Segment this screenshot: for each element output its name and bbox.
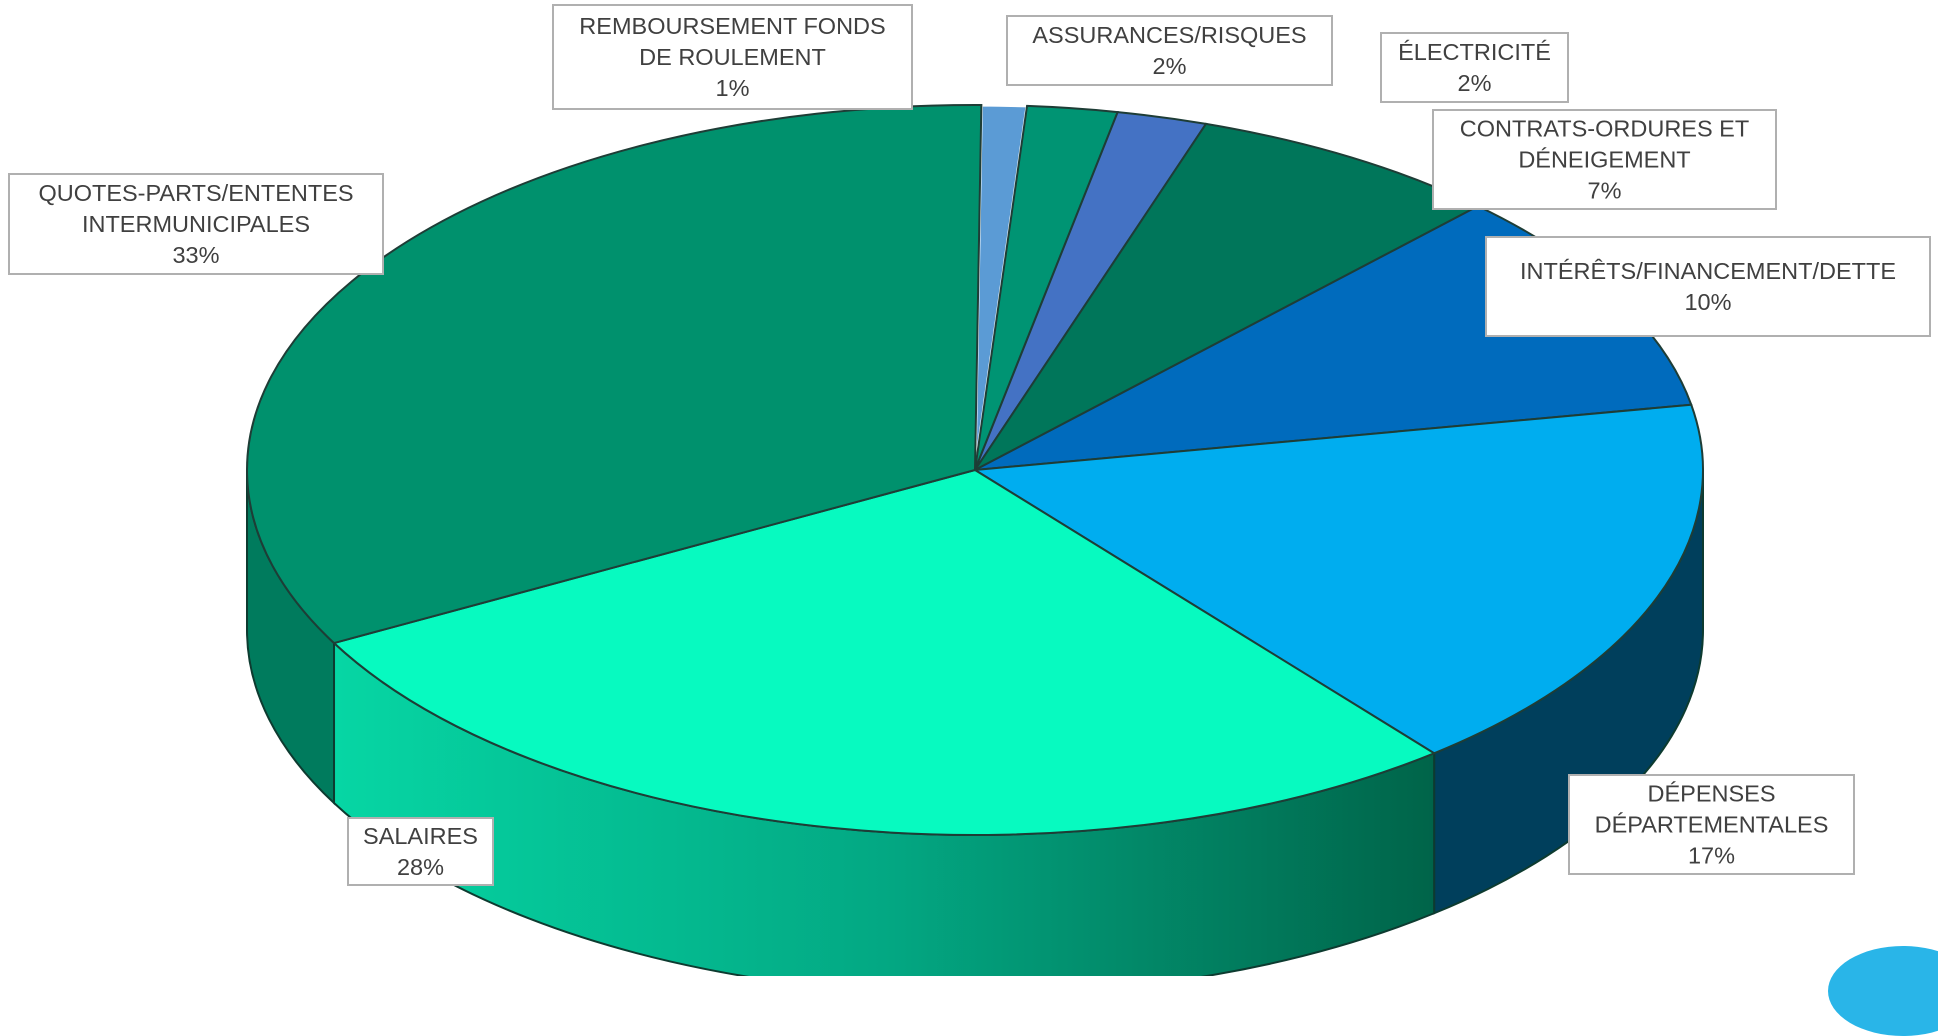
data-label-category: ÉLECTRICITÉ — [1398, 39, 1551, 65]
pie-slice-d-penses-d-partementales — [971, 403, 1704, 755]
data-label-category: DÉPENSES — [1648, 781, 1776, 807]
data-label-category: SALAIRES — [363, 823, 478, 849]
data-label-int-r-ts-financement-dette: INTÉRÊTS/FINANCEMENT/DETTE 10% — [1485, 236, 1931, 337]
data-label-box — [1568, 774, 1855, 875]
data-label-percent: 28% — [397, 854, 444, 880]
data-label-category: INTÉRÊTS/FINANCEMENT/DETTE — [1520, 258, 1896, 284]
data-label-category: DÉNEIGEMENT — [1518, 147, 1690, 173]
data-label-percent: 10% — [1684, 289, 1731, 315]
data-label-box — [1380, 32, 1569, 103]
data-label-box — [8, 173, 384, 275]
data-label-category: REMBOURSEMENT FONDS — [579, 13, 885, 39]
data-label--lectricit-: ÉLECTRICITÉ 2% — [1380, 32, 1569, 103]
data-label-box — [552, 4, 913, 110]
data-label-box — [1432, 109, 1777, 210]
data-label-percent: 2% — [1458, 70, 1492, 96]
data-label-category: QUOTES-PARTS/ENTENTES — [38, 180, 353, 206]
pie-slice-salaires — [332, 468, 1437, 836]
pie-top-faces — [246, 103, 1704, 836]
data-label-category: INTERMUNICIPALES — [82, 211, 310, 237]
data-label-percent: 33% — [172, 242, 219, 268]
data-label-assurances-risques: ASSURANCES/RISQUES 2% — [1006, 15, 1333, 86]
data-label-category: DE ROULEMENT — [639, 44, 826, 70]
data-labels: REMBOURSEMENT FONDS DE ROULEMENT 1% ASSURAN… — [8, 4, 1931, 886]
data-label-percent: 2% — [1153, 53, 1187, 79]
data-label-d-penses-d-partementales: DÉPENSES DÉPARTEMENTALES 17% — [1568, 774, 1855, 875]
pie-slice-quotes-parts-ententes-intermunicipales — [246, 104, 983, 645]
data-label-quotes-parts-ententes-intermunicipales: QUOTES-PARTS/ENTENTES INTERMUNICIPALES 33% — [8, 173, 384, 275]
data-label-category: CONTRATS-ORDURES ET — [1460, 116, 1749, 142]
data-label-box — [1006, 15, 1333, 86]
data-label-category: DÉPARTEMENTALES — [1595, 812, 1829, 838]
data-label-salaires: SALAIRES 28% — [347, 817, 494, 886]
data-label-contrats-ordures-et-d-neigement: CONTRATS-ORDURES ET DÉNEIGEMENT 7% — [1432, 109, 1777, 210]
data-label-remboursement-fonds-de-roulement: REMBOURSEMENT FONDS DE ROULEMENT 1% — [552, 4, 913, 110]
data-label-box — [1485, 236, 1931, 337]
data-label-percent: 1% — [716, 75, 750, 101]
data-label-box — [347, 817, 494, 886]
data-label-percent: 7% — [1588, 178, 1622, 204]
pie-chart: REMBOURSEMENT FONDS DE ROULEMENT 1% ASSURAN… — [8, 4, 1931, 976]
data-label-category: ASSURANCES/RISQUES — [1032, 22, 1306, 48]
data-label-percent: 17% — [1688, 843, 1735, 869]
